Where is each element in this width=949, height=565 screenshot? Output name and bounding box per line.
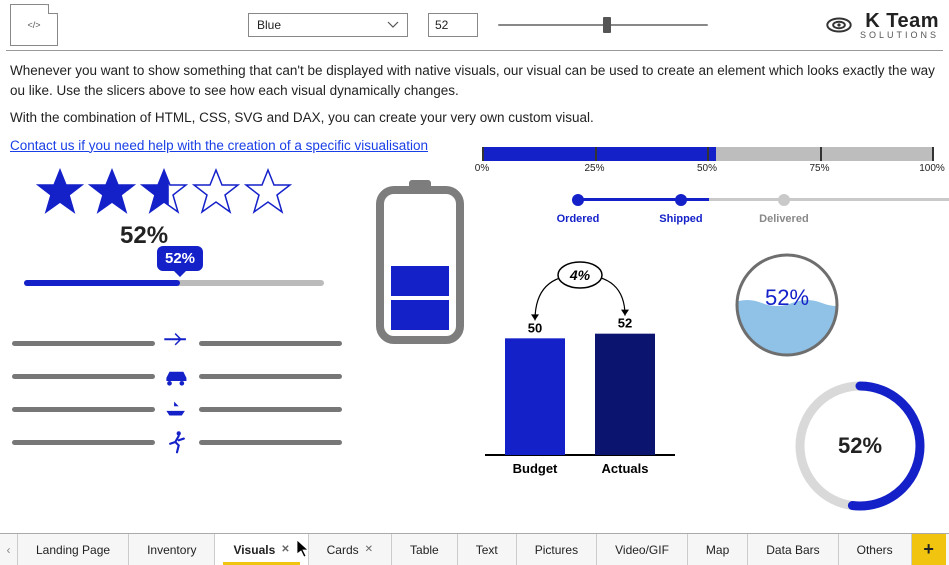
color-dropdown[interactable]: Blue: [248, 13, 408, 37]
order-stepper: OrderedShippedDeliveredDelivery approved: [578, 198, 949, 213]
top-bar: </> Blue 52 K Team SOLUTIONS: [0, 0, 949, 50]
sheet-tab-label: Landing Page: [36, 543, 110, 557]
liquid-value: 52%: [765, 285, 809, 311]
sheet-tab[interactable]: Visuals ✕: [215, 534, 308, 565]
donut-gauge: 52%: [790, 376, 930, 516]
description-p1: Whenever you want to show something that…: [10, 61, 939, 100]
bubble-progress: 52%: [24, 280, 324, 286]
sheet-tab[interactable]: Video/GIF: [597, 534, 688, 565]
sheet-tab-label: Table: [410, 543, 439, 557]
plane-icon: [155, 331, 199, 355]
liquid-fill-gauge: 52%: [732, 250, 842, 360]
step-dot: [778, 194, 790, 206]
svg-text:4%: 4%: [569, 267, 591, 283]
scale-tick-label: 100%: [919, 163, 945, 174]
add-sheet-button[interactable]: +: [912, 534, 946, 565]
svg-text:Budget: Budget: [513, 461, 558, 476]
icon-slider-row[interactable]: [12, 331, 342, 355]
sheet-tab-label: Data Bars: [766, 543, 819, 557]
sheet-tab[interactable]: Pictures: [517, 534, 597, 565]
svg-text:52: 52: [618, 316, 632, 331]
icon-slider-row[interactable]: [12, 397, 342, 421]
sheet-tab-label: Map: [706, 543, 729, 557]
star-icon: [192, 168, 240, 216]
sheet-tab-bar: ‹ Landing Page Inventory Visuals ✕ Cards…: [0, 533, 949, 565]
value-slider[interactable]: [498, 13, 708, 37]
svg-text:50: 50: [528, 320, 542, 335]
progress-bubble: 52%: [157, 246, 203, 271]
brand-tagline: SOLUTIONS: [860, 31, 939, 40]
progress-fill: [24, 280, 180, 286]
description-block: Whenever you want to show something that…: [0, 51, 949, 159]
sheet-tab[interactable]: Inventory: [129, 534, 215, 565]
donut-value: 52%: [838, 433, 882, 459]
icon-slider-row[interactable]: [12, 430, 342, 454]
visual-placeholder-icon: </>: [10, 4, 58, 46]
scale-tick-label: 0%: [475, 163, 489, 174]
percent-scale-fill: [482, 147, 716, 161]
brand-name: K Team: [860, 11, 939, 31]
scale-tick-label: 75%: [809, 163, 829, 174]
step-label: Ordered: [557, 213, 600, 225]
star-icon: [36, 168, 84, 216]
svg-text:Actuals: Actuals: [602, 461, 649, 476]
brand-swirl-icon: [826, 12, 852, 38]
star-icon: [88, 168, 136, 216]
sheet-tab[interactable]: Cards ✕: [309, 534, 392, 565]
step-dot: [572, 194, 584, 206]
sheet-tab-label: Video/GIF: [615, 543, 669, 557]
percent-scale-bar: 0% 25% 50% 75% 100%: [482, 147, 932, 179]
scale-tick-label: 25%: [584, 163, 604, 174]
value-input-text: 52: [435, 18, 448, 32]
sheet-tab[interactable]: Table: [392, 534, 458, 565]
color-dropdown-value: Blue: [257, 18, 281, 32]
scale-tick-label: 50%: [697, 163, 717, 174]
sheet-tab[interactable]: Others: [839, 534, 912, 565]
chevron-down-icon: [387, 19, 399, 31]
star-icon: [140, 168, 188, 216]
sheet-tab-label: Text: [476, 543, 498, 557]
value-input[interactable]: 52: [428, 13, 478, 37]
tab-nav-prev[interactable]: ‹: [0, 534, 18, 565]
step-label: Delivered: [759, 213, 809, 225]
sheet-tab[interactable]: Data Bars: [748, 534, 838, 565]
sheet-tab-label: Visuals: [233, 543, 275, 557]
sheet-tab[interactable]: Map: [688, 534, 748, 565]
sheet-tab[interactable]: Landing Page: [18, 534, 129, 565]
close-icon[interactable]: ✕: [281, 544, 289, 555]
step-label: Shipped: [659, 213, 702, 225]
star-icon: [244, 168, 292, 216]
brand-logo: K Team SOLUTIONS: [826, 11, 939, 40]
star-rating: [36, 168, 292, 216]
car-icon: [155, 364, 199, 388]
icon-slider-row[interactable]: [12, 364, 342, 388]
sheet-tab-label: Others: [857, 543, 893, 557]
variance-bar-chart: 50 52 Budget Actuals 4%: [465, 255, 695, 495]
description-p2: With the combination of HTML, CSS, SVG a…: [10, 108, 939, 128]
step-dot: [675, 194, 687, 206]
sheet-tab-label: Cards: [327, 543, 359, 557]
battery-gauge: [375, 180, 465, 345]
close-icon[interactable]: ✕: [365, 544, 373, 555]
sheet-tab[interactable]: Text: [458, 534, 517, 565]
boat-icon: [155, 397, 199, 421]
sheet-tab-label: Inventory: [147, 543, 196, 557]
runner-icon: [155, 430, 199, 454]
sheet-tab-label: Pictures: [535, 543, 578, 557]
icon-slider-group: [12, 322, 342, 463]
slider-thumb[interactable]: [603, 17, 611, 33]
